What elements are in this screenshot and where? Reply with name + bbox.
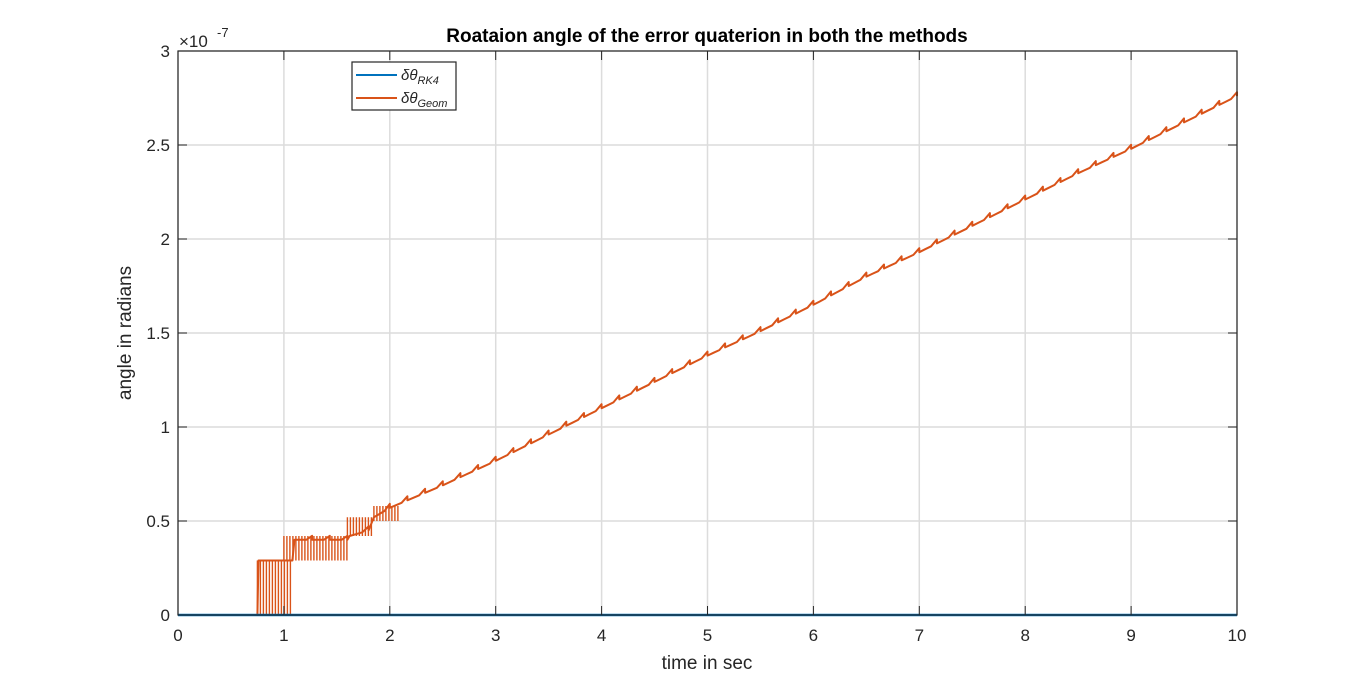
x-tick-label: 5 bbox=[703, 626, 712, 645]
y-axis-label: angle in radians bbox=[115, 266, 136, 400]
x-tick-label: 3 bbox=[491, 626, 500, 645]
x-tick-label: 2 bbox=[385, 626, 394, 645]
y-tick-label: 1.5 bbox=[146, 324, 170, 343]
x-axis-label: time in sec bbox=[662, 653, 753, 674]
y-exponent-power: -7 bbox=[217, 25, 229, 40]
y-tick-label: 0.5 bbox=[146, 512, 170, 531]
x-tick-label: 9 bbox=[1126, 626, 1135, 645]
legend-label-geom-sub: Geom bbox=[417, 98, 447, 110]
legend-label-rk4: δθRK4 bbox=[401, 67, 439, 87]
y-tick-label: 2 bbox=[161, 230, 170, 249]
legend-label-geom-main: δθ bbox=[401, 90, 417, 107]
chart-title: Roataion angle of the error quaterion in… bbox=[446, 26, 967, 47]
legend-label-rk4-main: δθ bbox=[401, 67, 417, 84]
legend-box bbox=[351, 61, 457, 111]
y-tick-label: 0 bbox=[161, 606, 170, 625]
geom-noise-band bbox=[283, 536, 348, 561]
x-tick-label: 8 bbox=[1020, 626, 1029, 645]
legend-label-geom: δθGeom bbox=[401, 90, 447, 110]
y-exponent-base: ×10 bbox=[179, 32, 208, 51]
x-tick-label: 1 bbox=[279, 626, 288, 645]
legend-label-rk4-sub: RK4 bbox=[417, 75, 438, 87]
x-tick-label: 0 bbox=[173, 626, 182, 645]
series-line-geom bbox=[178, 91, 1238, 616]
x-tick-label: 4 bbox=[597, 626, 606, 645]
y-tick-label: 1 bbox=[161, 418, 170, 437]
x-tick-label: 10 bbox=[1228, 626, 1247, 645]
y-tick-label: 3 bbox=[161, 42, 170, 61]
x-tick-label: 7 bbox=[915, 626, 924, 645]
y-exponent: ×10 -7 bbox=[179, 25, 229, 51]
legend: δθRK4 δθGeom bbox=[351, 61, 457, 111]
ticks: 0 1 2 3 4 5 6 7 8 9 10 0 0.5 1 1.5 2 2.5 3 bbox=[146, 42, 1246, 645]
x-tick-label: 6 bbox=[809, 626, 818, 645]
y-tick-label: 2.5 bbox=[146, 136, 170, 155]
